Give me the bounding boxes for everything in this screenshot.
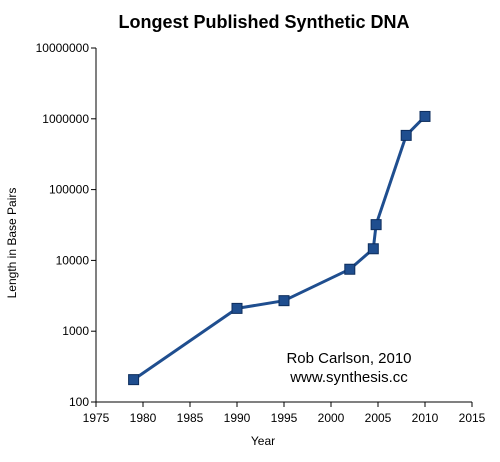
x-tick-label: 1985 bbox=[177, 411, 204, 425]
x-tick-label: 2010 bbox=[412, 411, 439, 425]
y-tick-label: 10000 bbox=[56, 253, 90, 267]
plot-area bbox=[128, 110, 431, 386]
series-line bbox=[132, 115, 427, 381]
axes: 1975 1980 1985 1990 1995 2000 2005 2010 2015 100 1… bbox=[36, 41, 486, 425]
data-point bbox=[344, 263, 356, 275]
y-tick-label: 1000 bbox=[62, 324, 89, 338]
x-axis-label: Year bbox=[251, 434, 275, 448]
y-tick-label: 100 bbox=[69, 395, 89, 409]
x-tick-label: 1975 bbox=[83, 411, 110, 425]
data-point bbox=[128, 374, 140, 386]
y-tick-label: 10000000 bbox=[36, 41, 90, 55]
annotation-author: Rob Carlson, 2010 bbox=[286, 350, 411, 367]
x-tick-label: 1990 bbox=[224, 411, 251, 425]
x-tick-label: 1995 bbox=[271, 411, 298, 425]
x-tick-label: 2015 bbox=[459, 411, 486, 425]
data-point bbox=[367, 243, 379, 255]
data-point bbox=[400, 129, 412, 141]
y-tick-label: 100000 bbox=[49, 183, 89, 197]
chart-title: Longest Published Synthetic DNA bbox=[118, 12, 409, 32]
x-tick-label: 1980 bbox=[130, 411, 157, 425]
x-tick-label: 2005 bbox=[365, 411, 392, 425]
data-point bbox=[278, 295, 290, 307]
annotation-website: www.synthesis.cc bbox=[289, 369, 408, 386]
y-axis-label: Length in Base Pairs bbox=[5, 188, 19, 299]
data-point bbox=[419, 110, 431, 122]
x-tick-label: 2000 bbox=[318, 411, 345, 425]
y-tick-label: 1000000 bbox=[42, 112, 89, 126]
data-point bbox=[370, 219, 382, 231]
data-point bbox=[231, 302, 243, 314]
